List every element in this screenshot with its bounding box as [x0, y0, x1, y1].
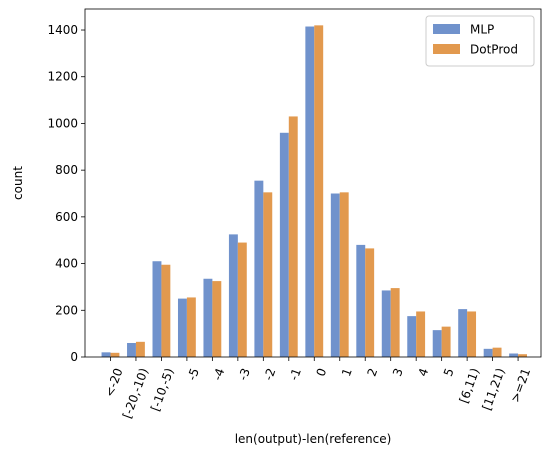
- x-tick-label: 5: [441, 366, 457, 378]
- x-tick-label: 3: [390, 366, 406, 378]
- bar-dotprod-2: [161, 264, 171, 357]
- bar-mlp-4: [203, 278, 213, 357]
- bar-mlp-7: [279, 132, 289, 357]
- y-tick-label: 400: [55, 257, 78, 271]
- y-tick-label: 0: [70, 350, 78, 364]
- bar-mlp-1: [127, 342, 136, 357]
- x-tick-label: -2: [261, 366, 278, 382]
- x-tick-label: -4: [210, 366, 227, 382]
- y-tick-label: 1000: [47, 116, 78, 130]
- plot-frame: [84, 8, 542, 358]
- x-tick-label: [-10,-5): [148, 366, 176, 413]
- bar-dotprod-9: [339, 192, 349, 357]
- x-axis-label: len(output)-len(reference): [235, 432, 392, 446]
- bar-mlp-5: [228, 234, 238, 357]
- bar-mlp-13: [432, 330, 442, 357]
- y-tick-label: 800: [55, 163, 78, 177]
- x-tick-label: -5: [185, 366, 202, 382]
- y-tick-label: 1400: [47, 23, 78, 37]
- y-axis: 0 200 400 600 800 1000 1200 1400: [47, 23, 85, 364]
- bar-mlp-14: [458, 309, 468, 357]
- bar-mlp-2: [152, 261, 162, 357]
- y-tick-label: 200: [55, 303, 78, 317]
- x-tick-label: -3: [236, 366, 253, 382]
- bar-dotprod-14: [467, 311, 477, 357]
- bar-mlp-10: [356, 244, 366, 357]
- legend: MLP DotProd: [425, 15, 535, 67]
- bar-dotprod-3: [186, 297, 196, 357]
- bar-dotprod-6: [263, 192, 273, 357]
- x-tick-label: <-20: [102, 366, 125, 399]
- legend-swatch-mlp: [433, 24, 460, 34]
- legend-label-dotprod: DotProd: [470, 43, 518, 57]
- bar-mlp-15: [483, 348, 493, 357]
- bar-mlp-0: [101, 352, 111, 357]
- bar-dotprod-12: [416, 311, 426, 357]
- y-tick-label: 1200: [47, 70, 78, 84]
- x-tick-label: 2: [365, 366, 381, 378]
- bar-dotprod-8: [314, 25, 324, 357]
- bar-dotprod-11: [390, 288, 400, 357]
- bar-mlp-12: [407, 316, 417, 357]
- x-tick-label: >=21: [508, 366, 533, 404]
- x-tick-label: -1: [287, 366, 304, 382]
- bar-dotprod-5: [237, 242, 247, 357]
- bar-mlp-11: [381, 290, 391, 357]
- x-tick-label: [11,21): [480, 366, 508, 412]
- bar-dotprod-16: [518, 354, 527, 357]
- bar-dotprod-13: [441, 326, 451, 357]
- bar-dotprod-10: [365, 248, 375, 357]
- bar-dotprod-15: [492, 347, 502, 357]
- bar-mlp-9: [330, 193, 340, 357]
- y-axis-label: count: [11, 166, 25, 200]
- bar-dotprod-4: [212, 281, 222, 357]
- bar-mlp-16: [509, 353, 519, 357]
- bar-mlp-8: [305, 26, 315, 358]
- bars-group: [101, 25, 527, 358]
- bar-dotprod-0: [110, 352, 120, 357]
- legend-label-mlp: MLP: [470, 23, 494, 37]
- bar-dotprod-1: [135, 341, 145, 357]
- x-tick-label: [-20,-10): [120, 366, 151, 420]
- bar-dotprod-7: [288, 116, 298, 357]
- y-tick-label: 600: [55, 210, 78, 224]
- x-tick-label: 1: [339, 366, 355, 378]
- bar-mlp-6: [254, 180, 264, 357]
- x-tick-label: 0: [314, 366, 330, 378]
- x-tick-label: 4: [415, 366, 431, 378]
- bar-mlp-3: [177, 298, 187, 357]
- legend-swatch-dotprod: [433, 44, 460, 54]
- x-axis: <-20[-20,-10)[-10,-5) -5 -4 -3 -2 -1 0 1 2 3 4 5 [6,…: [102, 357, 533, 420]
- x-tick-label: [6,11): [457, 366, 483, 405]
